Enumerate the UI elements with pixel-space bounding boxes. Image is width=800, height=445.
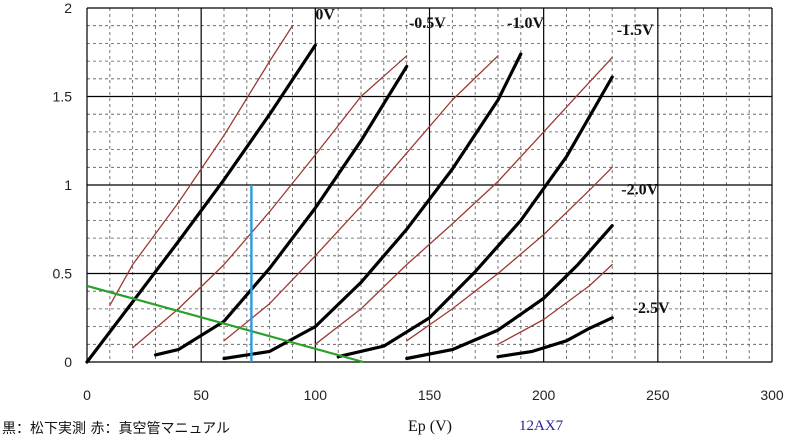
y-tick-label: 1.5	[53, 89, 73, 105]
measured-curve	[85, 43, 317, 364]
grid-voltage-label: -1.5V	[617, 22, 654, 39]
manual-curve	[314, 56, 613, 345]
grid-voltage-label: -2.5V	[633, 300, 670, 317]
grid-voltage-label: -2.0V	[621, 182, 658, 199]
manual-curve	[132, 55, 408, 349]
x-tick-label: 0	[83, 387, 91, 403]
measured-curve	[336, 75, 614, 359]
x-tick-label: 50	[193, 387, 209, 403]
manual-curve	[223, 55, 499, 342]
measured-curve	[405, 224, 614, 361]
x-tick-label: 300	[760, 387, 784, 403]
x-axis-label: Ep (V)	[408, 418, 452, 435]
source-note: 黒：松下実測 赤：真空管マニュアル	[2, 421, 231, 437]
characteristic-chart: 0 0.5 1 1.5 2 0 50 100 150 200 250 300 0V -0.5V -1.0…	[53, 0, 784, 403]
measured-curve	[153, 64, 409, 357]
load-line	[86, 284, 364, 364]
curve-labels: 0V -0.5V -1.0V -1.5V -2.0V -2.5V	[315, 6, 670, 317]
x-tick-label: 150	[418, 387, 442, 403]
y-tick-label: 0	[64, 354, 72, 370]
grid-voltage-label: -1.0V	[507, 15, 544, 32]
measured-curves	[85, 43, 614, 364]
x-tick-label: 100	[304, 387, 328, 403]
y-tick-label: 2	[64, 0, 72, 16]
overlay-lines	[86, 185, 364, 364]
manual-curve	[109, 25, 294, 307]
manual-curves	[109, 25, 613, 349]
x-tick-labels: 0 50 100 150 200 250 300	[83, 387, 784, 403]
grid-major	[86, 7, 773, 363]
manual-curve	[406, 166, 613, 342]
x-tick-label: 200	[532, 387, 556, 403]
y-tick-label: 0.5	[53, 266, 73, 282]
y-tick-labels: 0 0.5 1 1.5 2	[53, 0, 73, 370]
x-tick-label: 250	[646, 387, 670, 403]
grid-voltage-label: 0V	[315, 6, 335, 23]
y-tick-label: 1	[64, 177, 72, 193]
measured-curve	[222, 52, 523, 361]
tube-model-label: 12AX7	[519, 418, 564, 434]
manual-curve	[497, 263, 613, 345]
measured-curve	[496, 316, 614, 359]
grid-voltage-label: -0.5V	[409, 15, 446, 32]
